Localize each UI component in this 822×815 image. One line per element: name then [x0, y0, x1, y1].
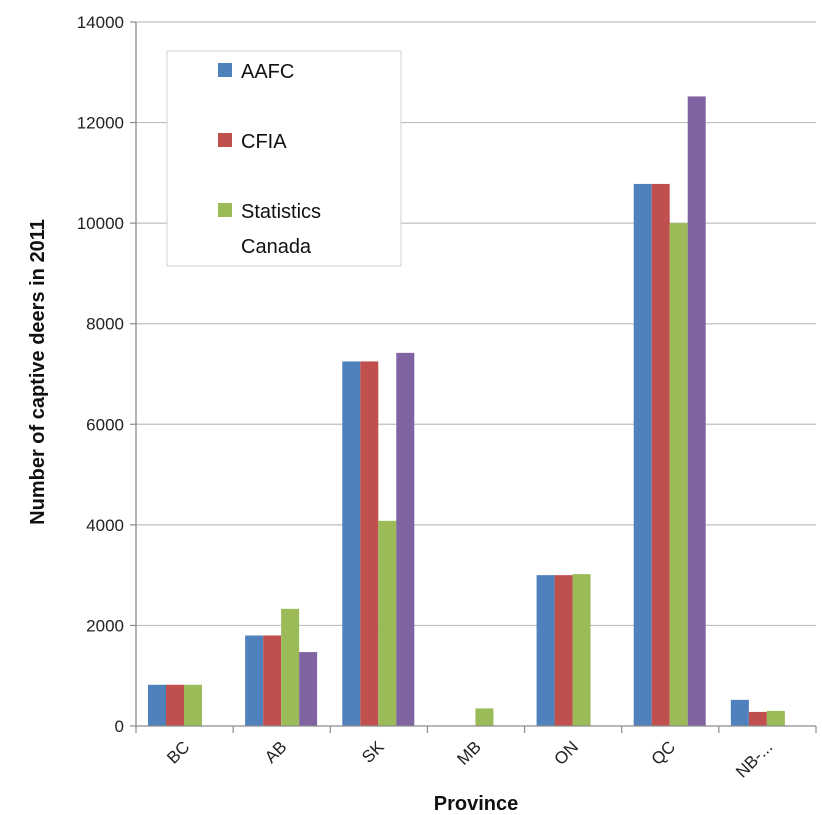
bar-unlabeled-qc — [687, 96, 706, 727]
y-tick-label: 14000 — [77, 13, 124, 32]
x-tick-label: MB — [453, 737, 484, 768]
x-tick-label: AB — [261, 737, 290, 766]
y-tick-label: 8000 — [86, 315, 124, 334]
bar-unlabeled-sk — [396, 352, 415, 726]
bar-aafc-nb — [730, 699, 749, 726]
x-tick-label: SK — [358, 737, 388, 767]
y-tick-label: 4000 — [86, 516, 124, 535]
legend-label-statistics-canada: Statistics Canada — [241, 201, 327, 258]
y-tick-label: 10000 — [77, 214, 124, 233]
bar-aafc-sk — [342, 361, 361, 726]
bar-statistics-canada-qc — [669, 223, 688, 726]
legend-box — [166, 50, 402, 267]
x-tick-label: NB-... — [732, 737, 776, 781]
bar-statistics-canada-bc — [184, 684, 202, 726]
legend-label-statistics-canada-line2: Canada — [241, 236, 312, 258]
legend-label-statistics-canada-line1: Statistics — [241, 201, 321, 223]
x-axis-title: Province — [434, 793, 518, 815]
bar-aafc-bc — [148, 684, 166, 726]
axes — [130, 21, 817, 733]
bar-aafc-qc — [633, 183, 652, 727]
bar-statistics-canada-mb — [475, 708, 494, 726]
bar-cfia-nb — [748, 711, 767, 726]
bar-cfia-ab — [263, 635, 282, 726]
bar-statistics-canada-ab — [281, 608, 300, 726]
bar-aafc-on — [536, 575, 555, 726]
y-axis-title: Number of captive deers in 2011 — [27, 219, 49, 525]
bar-cfia-bc — [166, 684, 184, 726]
y-tick-label: 12000 — [77, 114, 124, 133]
bar-cfia-qc — [651, 183, 670, 727]
bar-statistics-canada-sk — [378, 520, 397, 726]
x-tick-label: QC — [648, 737, 679, 768]
bars — [148, 96, 785, 727]
legend-swatch-statistics-canada — [218, 203, 232, 217]
bar-statistics-canada-on — [572, 574, 591, 726]
y-tick-label: 2000 — [86, 616, 124, 635]
legend-swatch-aafc — [218, 63, 232, 77]
legend-label-cfia: CFIA — [241, 131, 287, 153]
bar-cfia-sk — [360, 361, 379, 726]
bar-unlabeled-ab — [299, 652, 318, 726]
bar-cfia-on — [554, 575, 573, 726]
legend-label-aafc: AAFC — [241, 61, 294, 83]
legend-swatch-cfia — [218, 133, 232, 147]
y-tick-labels: 0 2000 4000 6000 8000 10000 12000 14000 — [77, 13, 124, 736]
bar-aafc-ab — [245, 635, 264, 726]
y-tick-label: 6000 — [86, 415, 124, 434]
legend: AAFC CFIA Statistics Canada — [166, 50, 402, 267]
bar-statistics-canada-nb — [766, 710, 785, 726]
x-tick-label: BC — [163, 737, 193, 767]
x-tick-labels: BC AB SK MB ON QC NB-... — [163, 737, 776, 782]
y-tick-label: 0 — [115, 717, 124, 736]
x-tick-label: ON — [551, 737, 582, 768]
